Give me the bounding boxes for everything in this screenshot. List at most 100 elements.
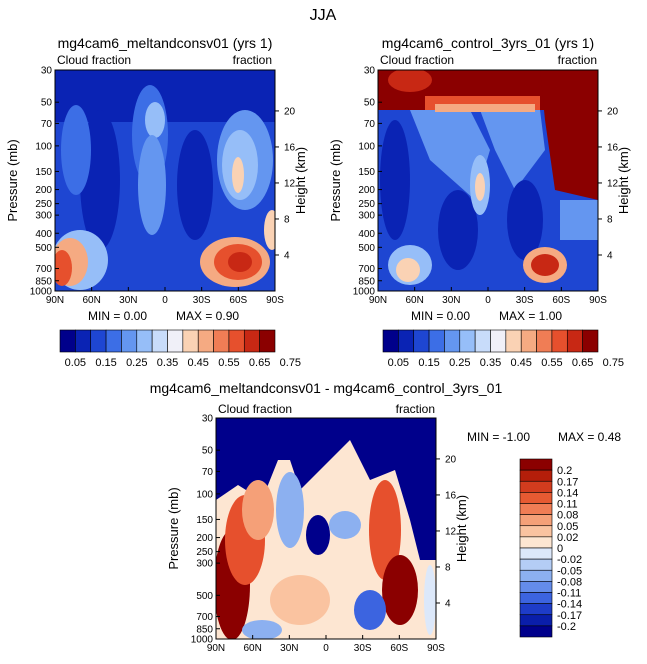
- panel-1-ylabel: Pressure (mb): [5, 139, 20, 221]
- panel-2-x-tick-label: 0: [485, 295, 491, 306]
- panel-2-field: [378, 70, 598, 291]
- colorbar-2-swatch: [398, 329, 415, 353]
- colorbar-diff-swatch: [519, 514, 553, 527]
- panel-2-y-tick-label: 300: [358, 211, 375, 222]
- panel-1-region: [138, 135, 166, 235]
- panel-2-y-tick-label: 30: [364, 66, 376, 77]
- panel-2-height-tick-label: 20: [607, 106, 619, 117]
- panel-3-y-tick-label: 300: [196, 559, 213, 570]
- panel-2-max-label: MAX = 1.00: [499, 309, 562, 323]
- panel-1-height-tick-label: 20: [284, 106, 296, 117]
- colorbar-diff-label: 0.2: [557, 465, 572, 477]
- colorbar-diff-swatch: [519, 547, 553, 560]
- colorbar-2-label: 0.25: [449, 357, 470, 369]
- colorbar-2-swatch: [566, 329, 583, 353]
- colorbar-1-swatch: [105, 329, 122, 353]
- panel-2-min-label: MIN = 0.00: [411, 309, 470, 323]
- panel-2-y-tick-label: 400: [358, 229, 375, 240]
- colorbar-1-swatch: [59, 329, 76, 353]
- panel-2-height-tick-label: 16: [607, 142, 619, 153]
- colorbar-diff-swatch: [519, 569, 553, 582]
- colorbar-diff-label: -0.05: [557, 565, 582, 577]
- panel-3-region: [382, 555, 418, 625]
- panel-3-corner-left: Cloud fraction: [218, 402, 292, 416]
- panel-1-region: [228, 252, 252, 272]
- panel-1-y-tick-label: 70: [41, 119, 53, 130]
- panel-3-x-tick-label: 90N: [207, 643, 225, 654]
- colorbar-diff-label: -0.2: [557, 621, 576, 633]
- colorbar-2-swatch: [382, 329, 399, 353]
- panel-2-title: mg4cam6_control_3yrs_01 (yrs 1): [382, 35, 594, 51]
- colorbar-2-swatch: [536, 329, 553, 353]
- panel-3-region: [276, 472, 304, 548]
- panel-3-y-tick-label: 100: [196, 489, 213, 500]
- colorbar-diff-label: -0.17: [557, 610, 582, 622]
- panel-3-x-tick-label: 60S: [390, 643, 408, 654]
- colorbar-1-swatch: [213, 329, 230, 353]
- colorbar-diff-swatch: [519, 480, 553, 493]
- panel-3-y-tick-label: 1000: [191, 635, 214, 646]
- panel-2-y-tick-label: 100: [358, 141, 375, 152]
- panel-2-region: [410, 110, 490, 200]
- panel-2-y-tick-label: 850: [358, 276, 375, 287]
- colorbar-1-swatch: [243, 329, 260, 353]
- colorbar-diff-label: 0: [557, 543, 563, 555]
- panel-1: mg4cam6_meltandconsv01 (yrs 1) Cloud fra…: [54, 35, 276, 292]
- panel-3-y-tick-label: 250: [196, 547, 213, 558]
- colorbar-diff-swatch: [519, 492, 553, 504]
- panel-3-y-tick-label: 30: [202, 414, 214, 425]
- colorbar-diff-swatch: [519, 614, 553, 627]
- panel-2-x-tick-label: 60N: [405, 295, 423, 306]
- colorbar-diff-label: -0.14: [557, 599, 582, 611]
- panel-1-min-label: MIN = 0.00: [88, 309, 147, 323]
- panel-1-field: [55, 70, 275, 291]
- colorbar-diff-swatch: [519, 525, 553, 538]
- panel-3-ylabel: Pressure (mb): [166, 487, 181, 569]
- panel-1-ylabel-right: Height (km): [293, 147, 308, 214]
- panel-1-x-tick-label: 0: [162, 295, 168, 306]
- panel-1-y-tick-label: 150: [35, 167, 52, 178]
- panel-1-region: [264, 210, 275, 250]
- panel-1-corner-right: fraction: [233, 53, 272, 67]
- panel-2-region: [475, 173, 485, 201]
- colorbar-1-label: 0.55: [218, 357, 239, 369]
- colorbar-diff-label: 0.02: [557, 532, 578, 544]
- panel-1-height-tick-label: 4: [284, 250, 290, 261]
- panel-3-y-tick-label: 200: [196, 533, 213, 544]
- colorbar-1-swatch: [197, 329, 214, 353]
- colorbar-2-label: 0.55: [541, 357, 562, 369]
- colorbar-diff-label: 0.08: [557, 510, 578, 522]
- colorbar-1-label: 0.45: [188, 357, 209, 369]
- colorbar-1-label: 0.05: [65, 357, 86, 369]
- panel-1-y-tick-label: 1000: [30, 287, 53, 298]
- panel-3-y-tick-label: 150: [196, 515, 213, 526]
- panel-3-corner-right: fraction: [396, 402, 435, 416]
- colorbar-diff-label: 0.17: [557, 476, 578, 488]
- panel-1-height-tick-label: 12: [284, 178, 296, 189]
- panel-2-x-tick-label: 60S: [552, 295, 570, 306]
- colorbar-2-swatch: [520, 329, 537, 353]
- panel-2-region: [540, 70, 598, 200]
- colorbar-1-label: 0.65: [249, 357, 270, 369]
- panel-2-region: [438, 190, 478, 270]
- colorbar-diff-label: 0.11: [557, 499, 578, 511]
- panel-3-height-tick-label: 8: [445, 562, 451, 573]
- colorbar-2-swatch: [459, 329, 476, 353]
- panel-3-height-tick-label: 4: [445, 598, 451, 609]
- panel-2: mg4cam6_control_3yrs_01 (yrs 1) Cloud fr…: [377, 35, 599, 292]
- colorbar-2-swatch: [582, 329, 599, 353]
- panel-2-y-tick-label: 1000: [353, 287, 376, 298]
- panel-1-y-tick-label: 100: [35, 141, 52, 152]
- panel-1-x-tick-label: 60N: [82, 295, 100, 306]
- panel-3-region: [354, 590, 386, 630]
- panel-1-corner-left: Cloud fraction: [57, 53, 131, 67]
- panel-3-y-tick-label: 850: [196, 624, 213, 635]
- colorbar-2-swatch: [474, 329, 491, 353]
- colorbar-diff-label: -0.08: [557, 576, 582, 588]
- colorbar-2-label: 0.05: [388, 357, 409, 369]
- panel-3-region: [242, 480, 274, 540]
- panel-1-height-tick-label: 16: [284, 142, 296, 153]
- panel-1-max-label: MAX = 0.90: [176, 309, 239, 323]
- panel-3-region: [306, 515, 330, 555]
- colorbar-2-label: 0.45: [511, 357, 532, 369]
